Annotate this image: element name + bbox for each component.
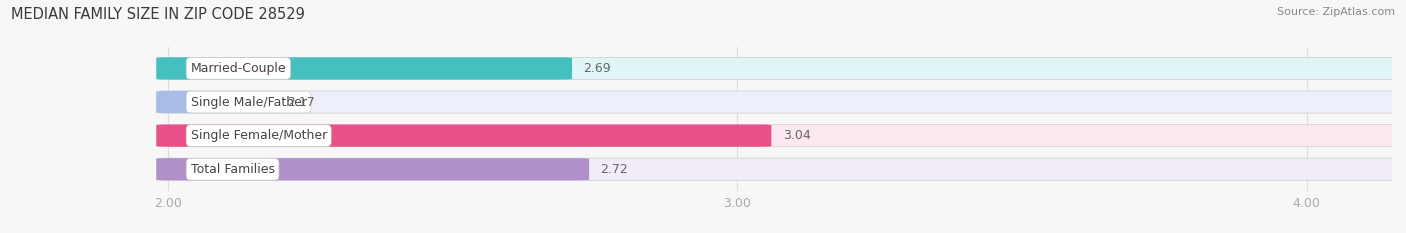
Text: Single Female/Mother: Single Female/Mother	[191, 129, 326, 142]
Text: 2.69: 2.69	[583, 62, 612, 75]
FancyBboxPatch shape	[156, 125, 1403, 147]
FancyBboxPatch shape	[156, 158, 1403, 180]
FancyBboxPatch shape	[156, 57, 572, 79]
FancyBboxPatch shape	[156, 57, 1403, 79]
Text: Total Families: Total Families	[191, 163, 274, 176]
Text: 2.72: 2.72	[600, 163, 628, 176]
FancyBboxPatch shape	[156, 125, 772, 147]
Text: Married-Couple: Married-Couple	[191, 62, 287, 75]
FancyBboxPatch shape	[156, 158, 589, 180]
Text: 3.04: 3.04	[783, 129, 810, 142]
Text: Single Male/Father: Single Male/Father	[191, 96, 307, 109]
FancyBboxPatch shape	[156, 91, 1403, 113]
FancyBboxPatch shape	[156, 91, 276, 113]
Text: Source: ZipAtlas.com: Source: ZipAtlas.com	[1277, 7, 1395, 17]
Text: MEDIAN FAMILY SIZE IN ZIP CODE 28529: MEDIAN FAMILY SIZE IN ZIP CODE 28529	[11, 7, 305, 22]
Text: 2.17: 2.17	[287, 96, 315, 109]
